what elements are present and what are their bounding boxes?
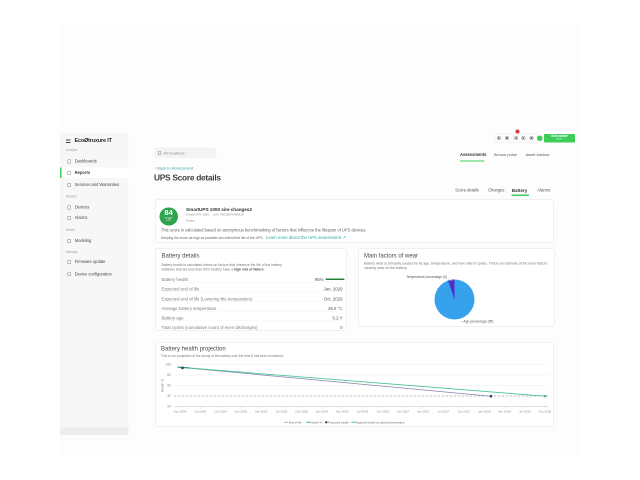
svg-text:Jul 2027: Jul 2027 [438, 409, 450, 413]
svg-text:Apr 2028: Apr 2028 [498, 409, 511, 413]
svg-text:40: 40 [167, 394, 171, 398]
svg-text:Jan 2026: Jan 2026 [316, 409, 329, 413]
svg-text:Oct 2025: Oct 2025 [295, 409, 308, 413]
svg-text:Oct 2028: Oct 2028 [539, 409, 552, 413]
svg-text:Projected health: Projected health [328, 420, 349, 424]
svg-text:Health %: Health % [161, 379, 165, 392]
svg-text:Apr 2024: Apr 2024 [174, 409, 187, 413]
svg-text:Jul 2026: Jul 2026 [357, 409, 369, 413]
svg-text:Oct 2027: Oct 2027 [458, 409, 471, 413]
svg-text:Jan 2028: Jan 2028 [478, 409, 491, 413]
svg-text:Apr 2026: Apr 2026 [336, 409, 349, 413]
svg-text:Health %: Health % [310, 420, 322, 424]
svg-text:Apr 2025: Apr 2025 [255, 409, 268, 413]
svg-text:Jan 2025: Jan 2025 [234, 409, 247, 413]
svg-text:80: 80 [167, 373, 171, 377]
svg-text:20: 20 [167, 405, 171, 409]
svg-text:Oct 2024: Oct 2024 [214, 409, 227, 413]
svg-text:Projected health at optimal te: Projected health at optimal temperature [355, 420, 405, 424]
svg-text:60: 60 [167, 384, 171, 388]
svg-text:Jul 2028: Jul 2028 [519, 409, 531, 413]
svg-text:Jul 2024: Jul 2024 [194, 409, 206, 413]
svg-text:End of life: End of life [289, 420, 302, 424]
svg-text:Jul 2025: Jul 2025 [276, 409, 288, 413]
svg-text:Jan 2027: Jan 2027 [397, 409, 410, 413]
svg-text:100: 100 [165, 363, 171, 367]
svg-text:Apr 2027: Apr 2027 [417, 409, 430, 413]
svg-text:Oct 2026: Oct 2026 [377, 409, 390, 413]
